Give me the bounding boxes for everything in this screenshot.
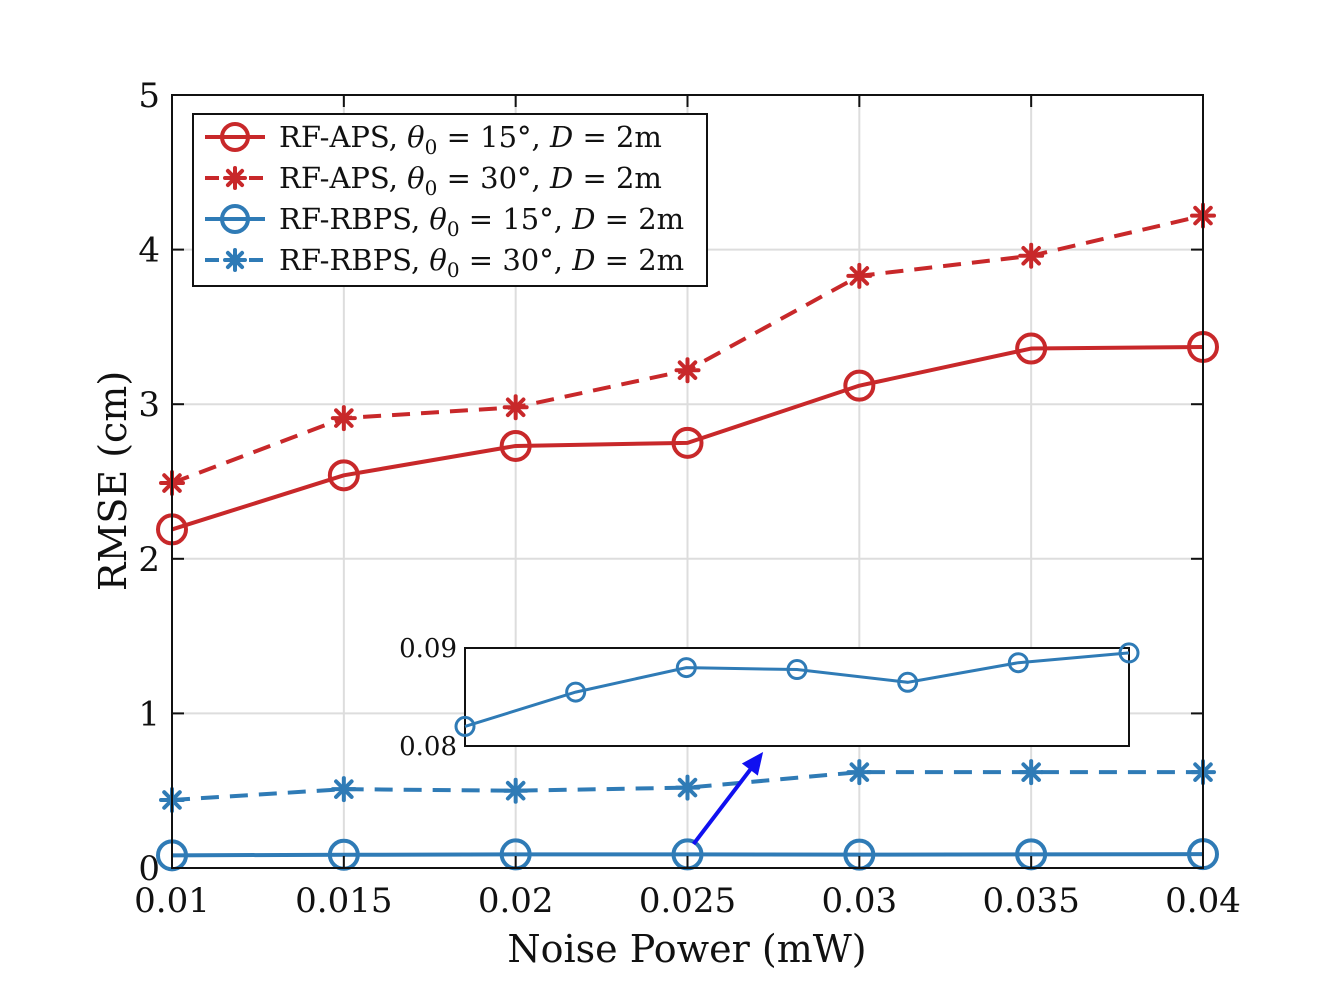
data-point — [674, 357, 701, 384]
data-point — [502, 394, 529, 421]
data-point — [223, 166, 247, 190]
data-point — [1018, 759, 1045, 786]
data-point — [499, 429, 532, 462]
data-point — [674, 774, 701, 801]
legend-label: RF-APS, θ0 = 30°, D = 2m — [279, 161, 662, 200]
legend-frame — [192, 113, 708, 287]
legend-item: RF-RBPS, θ0 = 30°, D = 2m — [205, 243, 684, 282]
arrow-head — [741, 752, 764, 776]
ticks-group: 0.01 0.015 0.02 0.025 0.03 0.035 0.04 0 1 2 3 4 5 — [134, 76, 1241, 921]
data-point — [846, 262, 873, 289]
data-point — [502, 777, 529, 804]
inset-frame — [464, 647, 1130, 747]
legend-item: RF-RBPS, θ0 = 15°, D = 2m — [205, 202, 684, 241]
x-tick-label: 0.025 — [639, 881, 736, 921]
legend-label-prefix: RF-APS, — [279, 161, 398, 195]
data-point — [330, 405, 357, 432]
x-tick-label: 0.03 — [821, 881, 897, 921]
data-point — [897, 671, 919, 693]
legend-label: RF-RBPS, θ0 = 30°, D = 2m — [279, 243, 684, 282]
data-point — [843, 369, 876, 402]
legend-item: RF-APS, θ0 = 30°, D = 2m — [205, 161, 662, 200]
legend-item: RF-APS, θ0 = 15°, D = 2m — [205, 120, 662, 159]
data-point — [1007, 652, 1029, 674]
data-point — [454, 715, 476, 737]
legend-label-theta: 30° — [502, 243, 553, 277]
y-axis-label: RMSE (cm) — [91, 371, 135, 591]
data-point — [327, 459, 360, 492]
inset-series-line — [464, 651, 1130, 728]
data-point — [220, 122, 250, 152]
data-point — [330, 776, 357, 803]
data-point — [220, 204, 250, 234]
inset-arrow — [691, 752, 764, 846]
data-point — [1118, 642, 1140, 664]
legend-label: RF-RBPS, θ0 = 15°, D = 2m — [279, 202, 684, 241]
series-line — [171, 344, 1204, 532]
data-point — [671, 426, 704, 459]
x-tick-label: 0.015 — [295, 881, 392, 921]
data-point — [1018, 242, 1045, 269]
legend-label-theta: 15° — [502, 202, 553, 236]
data-point — [786, 659, 808, 681]
series-line — [171, 852, 1204, 858]
inset-y-tick-label: 0.09 — [399, 634, 457, 664]
y-tick-label: 3 — [138, 385, 160, 425]
x-tick-label: 0.035 — [982, 881, 1079, 921]
y-tick-label: 5 — [138, 76, 160, 116]
data-point — [1015, 332, 1048, 365]
x-tick-label: 0.02 — [478, 881, 554, 921]
legend-label-theta: 15° — [480, 120, 531, 154]
y-tick-label: 0 — [138, 849, 160, 889]
legend-label-prefix: RF-RBPS, — [279, 202, 420, 236]
data-point — [223, 248, 247, 272]
data-point — [846, 759, 873, 786]
legend-label: RF-APS, θ0 = 15°, D = 2m — [279, 120, 662, 159]
legend-label-prefix: RF-RBPS, — [279, 243, 420, 277]
y-tick-label: 4 — [138, 231, 160, 271]
inset-y-tick-label: 0.08 — [399, 732, 457, 762]
y-tick-label: 2 — [138, 540, 160, 580]
data-point — [565, 681, 587, 703]
legend-label-theta: 30° — [480, 161, 531, 195]
data-point — [675, 657, 697, 679]
y-tick-label: 1 — [138, 694, 160, 734]
x-tick-label: 0.04 — [1165, 881, 1241, 921]
x-axis-label: Noise Power (mW) — [507, 927, 866, 971]
arrow-shaft — [691, 756, 761, 846]
inset-plot: 0.08 0.09 — [399, 634, 1140, 762]
legend-label-prefix: RF-APS, — [279, 120, 398, 154]
x-tick-label: 0.01 — [134, 881, 210, 921]
